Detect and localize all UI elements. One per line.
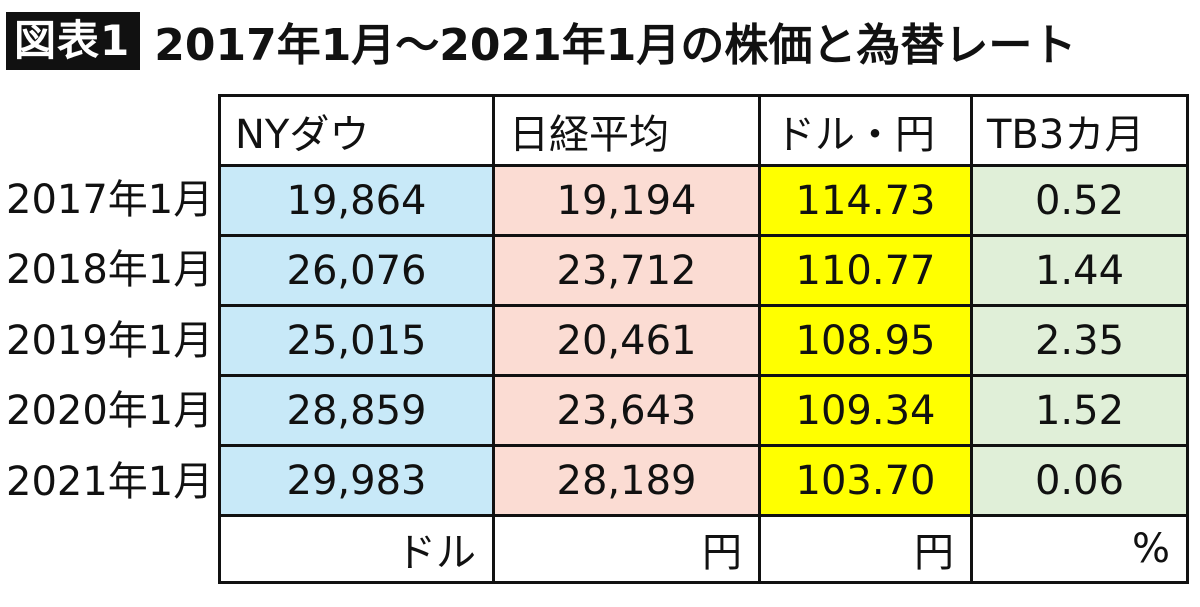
- table-row: 29,983 28,189 103.70 0.06: [218, 444, 1189, 517]
- cell-tb3m: 1.44: [970, 234, 1189, 307]
- table-row: 26,076 23,712 110.77 1.44: [218, 234, 1189, 307]
- figure-title: 2017年1月〜2021年1月の株価と為替レート: [154, 20, 1077, 71]
- cell-nikkei: 20,461: [492, 304, 761, 377]
- table-row: 25,015 20,461 108.95 2.35: [218, 304, 1189, 377]
- header-row: NYダウ 日経平均 ドル・円 TB3カ月: [218, 94, 1189, 167]
- cell-usd-jpy: 103.70: [758, 444, 973, 517]
- column-header-tb3m: TB3カ月: [970, 94, 1189, 167]
- cell-tb3m: 1.52: [970, 374, 1189, 447]
- unit-row: ドル 円 円 %: [218, 514, 1189, 584]
- cell-ny-dow: 29,983: [218, 444, 495, 517]
- column-header-usd-jpy: ドル・円: [758, 94, 973, 167]
- unit-tb3m: %: [970, 514, 1189, 584]
- cell-nikkei: 19,194: [492, 164, 761, 237]
- row-label: 2021年1月: [6, 459, 214, 505]
- cell-usd-jpy: 109.34: [758, 374, 973, 447]
- unit-ny-dow: ドル: [218, 514, 495, 584]
- cell-usd-jpy: 114.73: [758, 164, 973, 237]
- cell-nikkei: 28,189: [492, 444, 761, 517]
- cell-tb3m: 0.52: [970, 164, 1189, 237]
- cell-tb3m: 0.06: [970, 444, 1189, 517]
- table-row: 19,864 19,194 114.73 0.52: [218, 164, 1189, 237]
- row-label: 2020年1月: [6, 388, 214, 434]
- cell-nikkei: 23,643: [492, 374, 761, 447]
- cell-nikkei: 23,712: [492, 234, 761, 307]
- figure-badge: 図表1: [6, 12, 141, 70]
- table-row: 28,859 23,643 109.34 1.52: [218, 374, 1189, 447]
- row-label: 2017年1月: [6, 177, 214, 223]
- figure-title-bar: 図表1 2017年1月〜2021年1月の株価と為替レート: [6, 8, 1076, 74]
- cell-ny-dow: 19,864: [218, 164, 495, 237]
- row-label: 2019年1月: [6, 318, 214, 364]
- data-table: NYダウ 日経平均 ドル・円 TB3カ月 19,864 19,194 114.7…: [218, 94, 1189, 584]
- cell-ny-dow: 26,076: [218, 234, 495, 307]
- cell-ny-dow: 25,015: [218, 304, 495, 377]
- column-header-nikkei: 日経平均: [492, 94, 761, 167]
- unit-usd-jpy: 円: [758, 514, 973, 584]
- cell-tb3m: 2.35: [970, 304, 1189, 377]
- column-header-ny-dow: NYダウ: [218, 94, 495, 167]
- cell-usd-jpy: 108.95: [758, 304, 973, 377]
- cell-ny-dow: 28,859: [218, 374, 495, 447]
- cell-usd-jpy: 110.77: [758, 234, 973, 307]
- row-label: 2018年1月: [6, 247, 214, 293]
- unit-nikkei: 円: [492, 514, 761, 584]
